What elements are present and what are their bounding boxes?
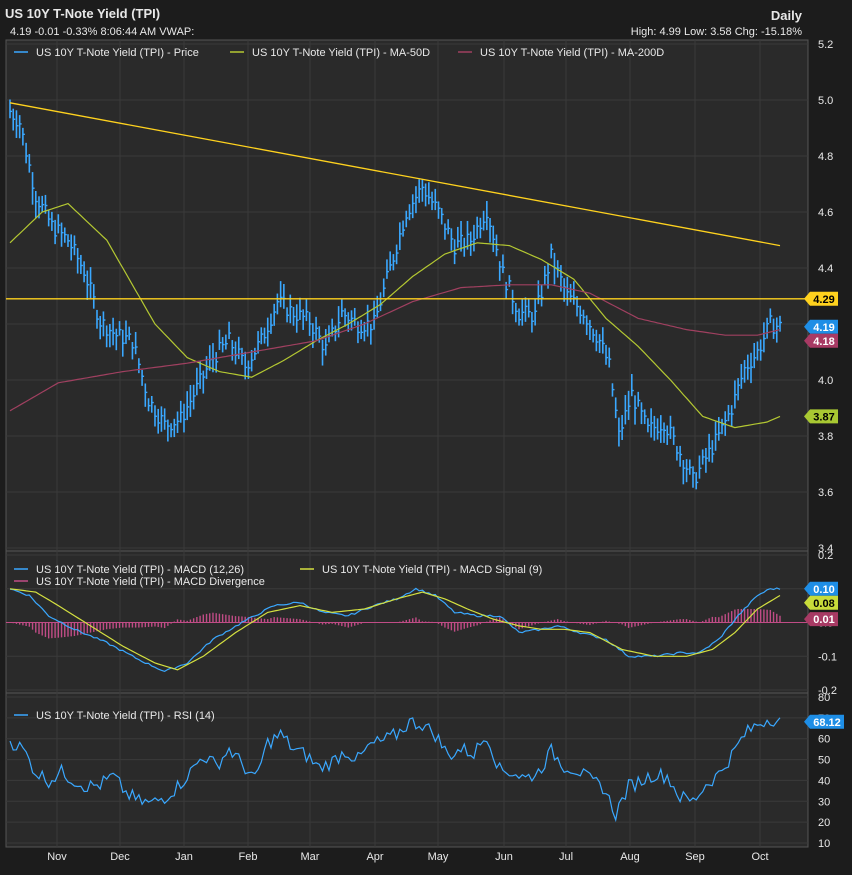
legend-label: US 10Y T-Note Yield (TPI) - MACD (12,26)	[36, 564, 244, 576]
y-tick-label: 3.6	[818, 487, 833, 499]
last-value-badge	[804, 612, 838, 627]
y-tick-label: 4.4	[818, 263, 833, 275]
last-value-badge	[804, 409, 838, 424]
month-label: Nov	[47, 851, 67, 863]
chart-title: US 10Y T-Note Yield (TPI)	[5, 6, 161, 21]
y-tick-label: -0.1	[818, 651, 837, 663]
panel-bg-0	[5, 39, 809, 553]
last-value-label: 0.08	[813, 598, 834, 610]
trendline	[9, 102, 781, 247]
macd-signal-line	[9, 588, 781, 671]
last-value-badge	[804, 581, 838, 596]
month-label: Jan	[175, 851, 193, 863]
legend-label: US 10Y T-Note Yield (TPI) - Price	[36, 47, 199, 59]
month-label: Jun	[495, 851, 513, 863]
month-label: Oct	[751, 851, 768, 863]
y-tick-label: -0.2	[818, 685, 837, 697]
y-tick-label: 3.8	[818, 431, 833, 443]
y-tick-label: 5.2	[818, 39, 833, 51]
ma200-line	[9, 284, 781, 412]
month-label: Dec	[110, 851, 130, 863]
last-value-label: 3.87	[813, 411, 834, 423]
y-tick-label: 4.0	[818, 375, 833, 387]
month-label: Apr	[366, 851, 383, 863]
month-label: Jul	[559, 851, 573, 863]
y-tick-label: 40	[818, 775, 830, 787]
legend-label: US 10Y T-Note Yield (TPI) - MA-50D	[252, 47, 430, 59]
last-value-label: 0.01	[813, 614, 834, 626]
legend-label: US 10Y T-Note Yield (TPI) - RSI (14)	[36, 710, 215, 722]
legend-label: US 10Y T-Note Yield (TPI) - MACD Signal …	[322, 564, 542, 576]
month-label: Sep	[685, 851, 705, 863]
y-tick-label: 3.4	[818, 543, 833, 555]
y-tick-label: 30	[818, 796, 830, 808]
y-tick-label: 20	[818, 817, 830, 829]
last-value-label: 0.10	[813, 584, 834, 596]
period-label: Daily	[770, 8, 802, 23]
last-value-badge	[804, 291, 838, 306]
stats-line: High: 4.99 Low: 3.58 Chg: -15.18%	[630, 26, 802, 38]
quote-line: 4.19 -0.01 -0.33% 8:06:44 AM VWAP:	[10, 26, 195, 38]
last-value-label: 4.18	[813, 336, 834, 348]
last-value-badge	[804, 714, 844, 729]
last-value-label: 4.29	[813, 294, 834, 306]
legend-label: US 10Y T-Note Yield (TPI) - MA-200D	[480, 47, 664, 59]
y-tick-label: 4.8	[818, 151, 833, 163]
last-value-label: 68.12	[813, 717, 841, 729]
y-tick-label: 80	[818, 692, 830, 704]
y-tick-label: 60	[818, 734, 830, 746]
month-label: Feb	[239, 851, 258, 863]
y-tick-label: 5.0	[818, 95, 833, 107]
panel-bg-2	[5, 692, 809, 848]
month-label: May	[428, 851, 449, 863]
y-tick-label: 50	[818, 755, 830, 767]
y-tick-label: 0.2	[818, 550, 833, 562]
last-value-badge	[804, 319, 838, 334]
legend-label: US 10Y T-Note Yield (TPI) - MACD Diverge…	[36, 576, 265, 588]
y-tick-label: 10	[818, 838, 830, 850]
month-label: Aug	[620, 851, 640, 863]
y-tick-label: 4.6	[818, 207, 833, 219]
price-series	[9, 99, 782, 490]
ma50-line	[9, 202, 781, 429]
last-value-label: 4.19	[813, 322, 834, 334]
month-label: Mar	[301, 851, 320, 863]
rsi-line	[9, 717, 781, 823]
last-value-badge	[804, 333, 838, 348]
last-value-badge	[804, 595, 838, 610]
